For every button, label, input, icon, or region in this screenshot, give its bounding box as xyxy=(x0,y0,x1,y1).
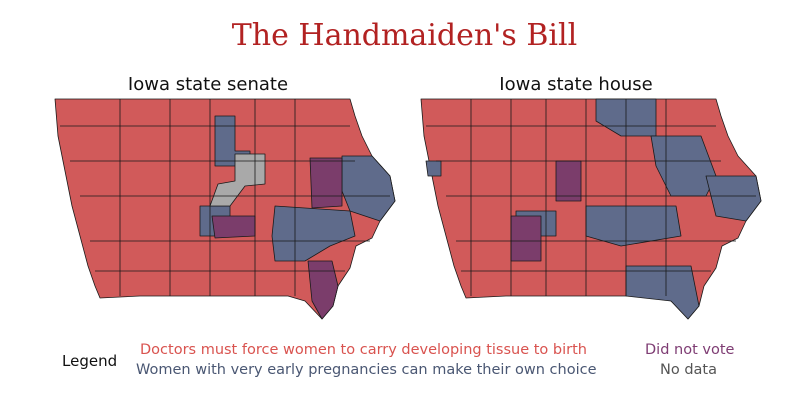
senate-district-no-southeast xyxy=(271,205,356,262)
legend-yes: Doctors must force women to carry develo… xyxy=(140,342,587,358)
house-map xyxy=(420,98,762,320)
page-title: The Handmaiden's Bill xyxy=(231,18,578,53)
house-district-dnv-center xyxy=(510,215,542,262)
senate-district-no-data xyxy=(209,153,266,207)
house-district-no-west xyxy=(425,160,442,177)
house-district-no-southeast xyxy=(625,265,700,320)
senate-district-no-north xyxy=(214,115,251,167)
senate-district-dnv-center xyxy=(211,215,256,239)
house-district-no-east xyxy=(705,175,762,222)
legend-did-not-vote: Did not vote xyxy=(645,342,735,358)
senate-map xyxy=(54,98,396,320)
house-district-dnv-north xyxy=(555,160,582,202)
legend-no: Women with very early pregnancies can ma… xyxy=(136,362,597,378)
senate-district-dnv-south xyxy=(307,260,339,320)
senate-map-title: Iowa state senate xyxy=(127,74,289,95)
legend-label: Legend xyxy=(62,352,118,370)
legend-no-data: No data xyxy=(660,362,717,378)
senate-district-no-east xyxy=(341,155,396,222)
senate-district-dnv-east xyxy=(309,157,343,209)
house-map-title: Iowa state house xyxy=(499,74,653,95)
